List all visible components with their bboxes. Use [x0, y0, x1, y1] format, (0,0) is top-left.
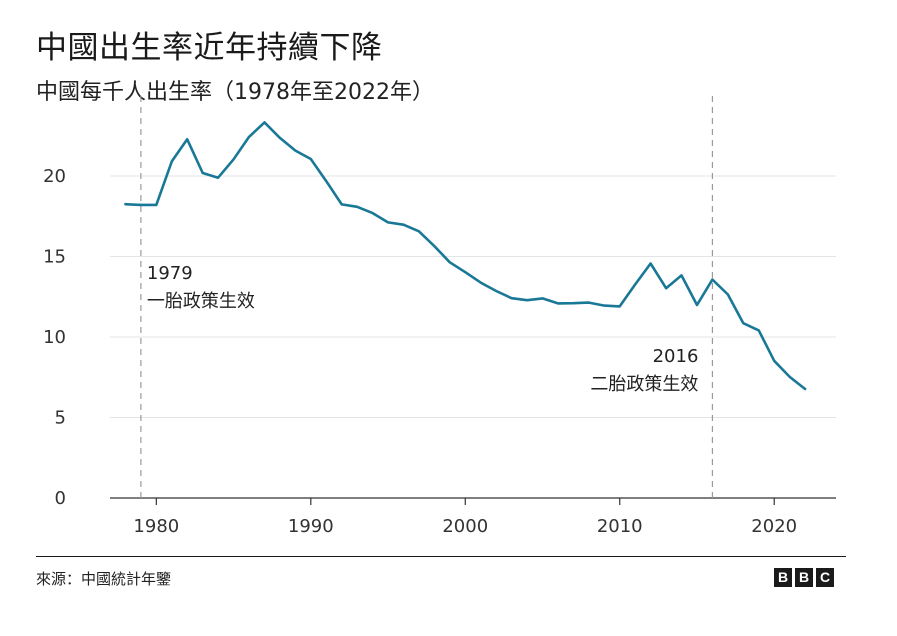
- source-note: 來源：中國統計年鑒: [36, 570, 172, 588]
- x-tick-label: 2010: [597, 516, 643, 537]
- x-tick-label: 1990: [288, 516, 334, 537]
- annotation-year: 2016: [653, 346, 699, 367]
- series-layer: [124, 121, 807, 391]
- logo-letter: B: [774, 568, 792, 587]
- y-tick-label: 20: [43, 166, 66, 187]
- x-tick-label: 1980: [133, 516, 179, 537]
- chart-card: 中國出生率近年持續下降 中國每千人出生率（1978年至2022年） 0 5 10 15…: [26, 14, 848, 599]
- x-axis: 1980 1990 2000 2010 2020: [110, 497, 836, 537]
- annotation-text: 二胎政策生效: [590, 374, 698, 395]
- annotation-text: 一胎政策生效: [147, 291, 255, 312]
- x-tick-label: 2020: [751, 516, 797, 537]
- logo-letter: C: [816, 568, 834, 587]
- annotation-year: 1979: [147, 263, 193, 284]
- series-line: [124, 121, 807, 391]
- annotations: 1979 一胎政策生效 2016 二胎政策生效: [140, 96, 714, 498]
- grid-lines: [110, 175, 836, 419]
- x-tick-label: 2000: [442, 516, 488, 537]
- chart-title: 中國出生率近年持續下降: [36, 30, 383, 66]
- chart-subtitle: 中國每千人出生率（1978年至2022年）: [36, 80, 434, 105]
- y-tick-label: 0: [55, 488, 66, 509]
- logo-letter: B: [795, 568, 813, 587]
- footer-divider: [36, 556, 846, 557]
- y-tick-label: 10: [43, 327, 66, 348]
- birth-rate-chart: 0 5 10 15 20 1980 1990 2000 2010 2020 1979 一胎政策生效…: [43, 96, 836, 537]
- bbc-logo: B B C: [774, 568, 834, 587]
- y-tick-labels: 0 5 10 15 20: [43, 166, 66, 509]
- y-tick-label: 15: [43, 247, 66, 268]
- y-tick-label: 5: [55, 408, 66, 429]
